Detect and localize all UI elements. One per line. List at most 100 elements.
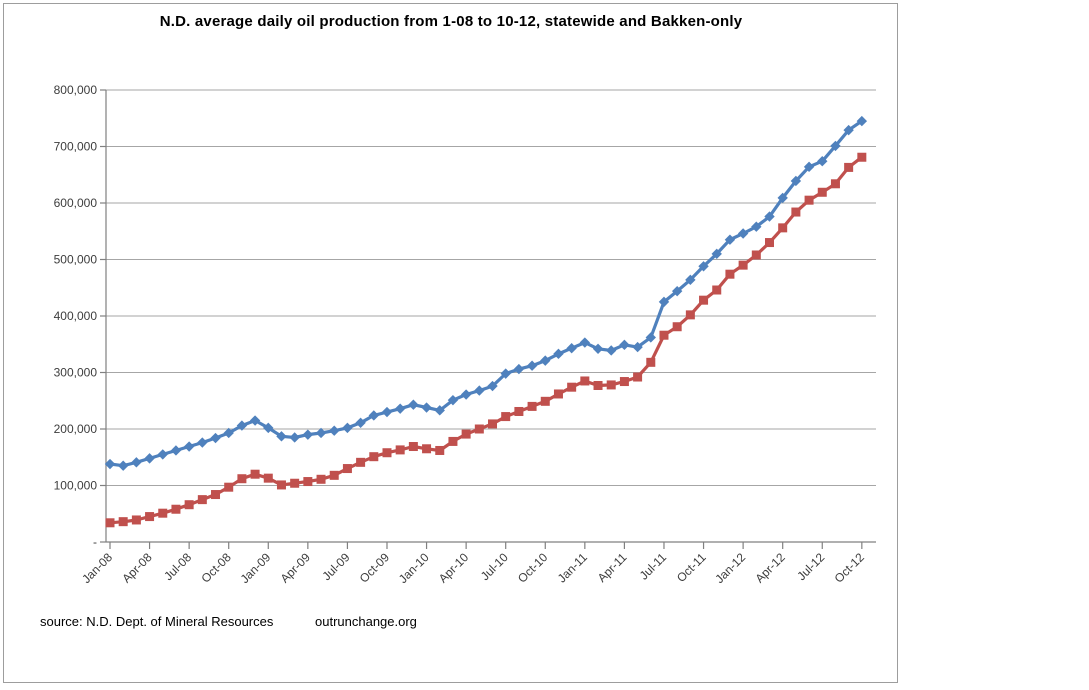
data-point-marker — [526, 360, 538, 371]
data-point-marker — [290, 478, 300, 488]
data-point-marker — [249, 415, 261, 426]
data-point-marker — [355, 417, 366, 428]
data-point-marker — [197, 495, 207, 505]
website-text: outrunchange.org — [315, 614, 417, 629]
x-tick-label: Oct-11 — [674, 550, 709, 585]
data-point-marker — [685, 310, 695, 320]
chart-frame — [3, 3, 898, 683]
series-line-statewide — [109, 119, 863, 468]
data-point-marker — [460, 389, 472, 400]
x-tick-label: Oct-08 — [198, 550, 234, 586]
data-point-marker — [803, 161, 815, 173]
data-point-marker — [791, 207, 801, 217]
data-point-marker — [738, 260, 748, 270]
y-tick-label: - — [93, 535, 97, 549]
y-tick-label: 700,000 — [54, 140, 98, 154]
data-point-marker — [223, 427, 234, 439]
x-tick-label: Jul-08 — [161, 550, 194, 583]
data-point-marker — [540, 355, 551, 366]
data-point-marker — [501, 412, 511, 422]
x-tick-label: Jan-09 — [238, 550, 274, 586]
x-tick-label: Jan-11 — [555, 550, 590, 585]
data-point-marker — [118, 517, 128, 527]
data-point-marker — [751, 221, 762, 232]
x-tick-label: Jul-10 — [478, 550, 511, 583]
data-point-marker — [422, 444, 432, 454]
y-tick-label: 500,000 — [54, 253, 98, 267]
x-tick-label: Jan-08 — [79, 550, 115, 586]
x-tick-label: Jan-10 — [396, 550, 432, 586]
data-point-marker — [303, 477, 313, 487]
data-point-marker — [236, 420, 248, 431]
data-point-marker — [329, 425, 340, 436]
x-tick-label: Jul-11 — [637, 550, 670, 583]
source-text: source: N.D. Dept. of Mineral Resources — [40, 614, 274, 629]
data-point-marker — [725, 269, 735, 279]
x-tick-label: Jul-12 — [794, 550, 827, 583]
data-point-marker — [210, 432, 221, 444]
data-point-marker — [553, 348, 564, 360]
data-point-marker — [394, 403, 406, 414]
data-point-marker — [579, 337, 591, 348]
data-point-marker — [500, 368, 511, 379]
data-point-marker — [685, 274, 696, 286]
data-point-marker — [804, 195, 814, 205]
data-point-marker — [342, 464, 352, 474]
data-point-marker — [567, 382, 577, 392]
data-point-marker — [197, 437, 208, 448]
data-point-marker — [302, 429, 314, 440]
data-point-marker — [606, 380, 616, 390]
x-tick-label: Oct-12 — [832, 550, 868, 586]
x-tick-label: Apr-08 — [119, 550, 155, 586]
data-point-marker — [553, 389, 563, 399]
data-point-marker — [487, 380, 498, 392]
data-point-marker — [289, 432, 300, 443]
data-point-marker — [263, 422, 274, 434]
y-tick-label: 200,000 — [54, 422, 98, 436]
data-point-marker — [171, 504, 181, 514]
data-point-marker — [844, 162, 854, 172]
data-point-marker — [632, 341, 643, 353]
x-tick-label: Apr-09 — [278, 550, 314, 586]
data-point-marker — [342, 422, 353, 434]
data-point-marker — [474, 424, 484, 434]
x-tick-label: Apr-11 — [595, 550, 630, 585]
data-point-marker — [329, 470, 339, 480]
data-point-marker — [237, 474, 247, 484]
data-point-marker — [646, 357, 656, 367]
data-point-marker — [843, 124, 854, 136]
chart-title: N.D. average daily oil production from 1… — [159, 13, 743, 30]
data-point-marker — [712, 285, 722, 295]
data-point-marker — [777, 192, 788, 204]
x-tick-label: Apr-12 — [752, 550, 788, 586]
data-point-marker — [183, 441, 195, 452]
data-point-marker — [395, 445, 405, 455]
data-point-marker — [461, 429, 471, 439]
data-point-marker — [857, 152, 867, 162]
data-point-marker — [606, 345, 617, 356]
data-point-marker — [488, 419, 498, 429]
data-point-marker — [474, 385, 485, 396]
data-point-marker — [527, 401, 537, 411]
data-point-marker — [276, 431, 287, 442]
data-point-marker — [105, 518, 115, 528]
data-point-marker — [435, 445, 445, 455]
data-point-marker — [817, 187, 827, 197]
data-point-marker — [619, 377, 629, 387]
y-tick-label: 800,000 — [54, 83, 98, 97]
data-point-marker — [104, 458, 116, 470]
data-point-marker — [368, 410, 379, 421]
data-point-marker — [369, 452, 379, 462]
data-point-marker — [263, 473, 273, 483]
data-point-marker — [619, 339, 630, 351]
data-point-marker — [315, 427, 327, 439]
data-point-marker — [117, 460, 129, 471]
x-tick-label: Jan-12 — [712, 550, 748, 586]
data-point-marker — [580, 376, 590, 386]
data-point-marker — [659, 330, 669, 340]
y-tick-label: 300,000 — [54, 366, 98, 380]
data-point-marker — [316, 474, 326, 484]
data-point-marker — [211, 490, 221, 500]
